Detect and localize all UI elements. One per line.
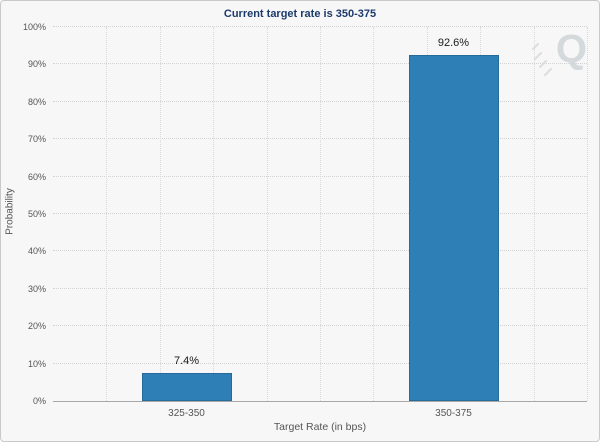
y-tick-label: 100% xyxy=(22,22,46,32)
y-axis-title: Probability xyxy=(4,188,16,235)
gridline-vertical xyxy=(533,27,535,401)
x-tick-label: 350-375 xyxy=(435,408,472,419)
chart-title: Current target rate is 350-375 xyxy=(223,8,377,20)
y-tick-label: 10% xyxy=(27,358,46,369)
x-tick-label: 325-350 xyxy=(168,408,205,419)
y-tick-label: 40% xyxy=(27,246,46,257)
y-tick-label: 90% xyxy=(27,59,46,70)
plot-area: 0% 10% 20% 30% 40% 50% 60% 70% 80% 90% 100% 7.4% 325… xyxy=(23,22,588,419)
gridline-vertical xyxy=(266,27,268,401)
gridline-vertical xyxy=(373,27,375,401)
y-tick-label: 50% xyxy=(27,209,46,219)
gridline-vertical xyxy=(320,27,321,401)
gridline-vertical xyxy=(587,27,588,401)
gridline-horizontal xyxy=(53,26,587,27)
bar-value-label: 7.4% xyxy=(173,355,200,367)
y-tick-label: 70% xyxy=(27,134,46,145)
gridline-vertical xyxy=(213,27,215,401)
y-tick-label: 0% xyxy=(32,396,46,406)
y-tick-label: 20% xyxy=(27,321,46,332)
gridline-vertical xyxy=(159,27,161,401)
y-tick-label: 60% xyxy=(27,171,46,182)
watermark-dashes-icon xyxy=(532,43,552,76)
gridline-vertical xyxy=(106,27,108,401)
y-tick-label: 30% xyxy=(27,283,46,294)
watermark-q-letter: Q xyxy=(555,27,587,71)
x-axis-title: Target Rate (in bps) xyxy=(273,421,367,433)
bar-325-350[interactable] xyxy=(141,373,232,401)
bar-350-375[interactable] xyxy=(408,55,499,401)
y-tick-label: 80% xyxy=(27,96,46,107)
watermark-q-logo: Q xyxy=(531,29,587,81)
bar-value-label: 92.6% xyxy=(437,37,470,49)
